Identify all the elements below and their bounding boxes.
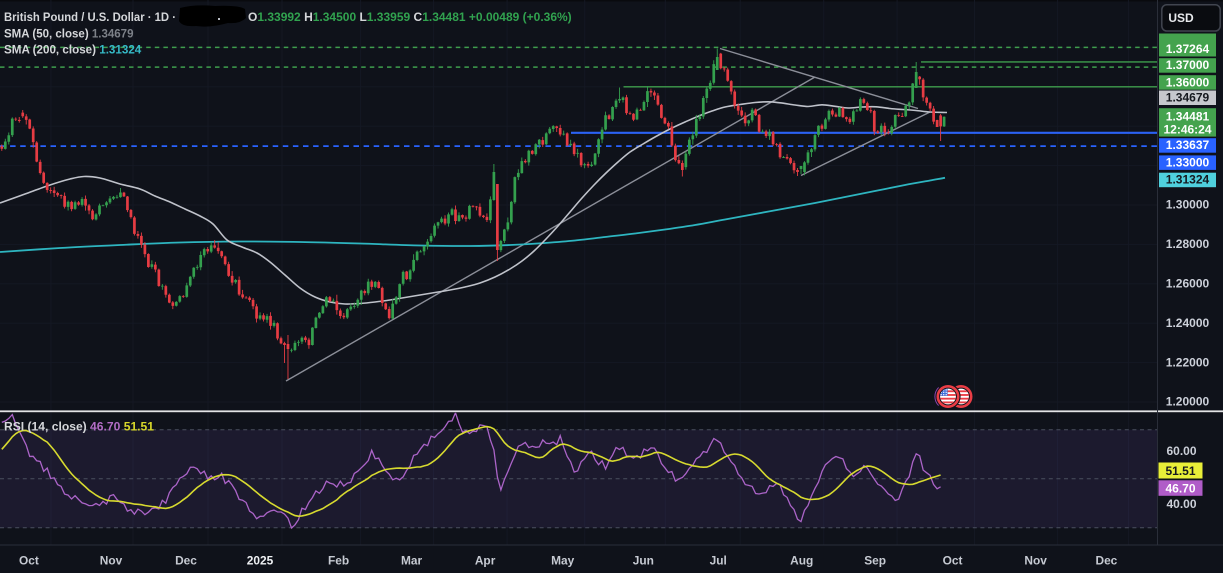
svg-text:USD: USD: [1168, 11, 1194, 25]
svg-text:Apr: Apr: [475, 554, 496, 568]
svg-text:Feb: Feb: [328, 554, 349, 568]
svg-text:1.30000: 1.30000: [1166, 198, 1210, 212]
svg-text:40.00: 40.00: [1166, 497, 1196, 511]
svg-text:1.22000: 1.22000: [1166, 355, 1210, 369]
svg-text:1.34679: 1.34679: [1166, 91, 1210, 105]
svg-text:1.20000: 1.20000: [1166, 395, 1210, 409]
svg-text:O1.33992 H1.34500 L1.33959: O1.33992 H1.34500 L1.33959 C1.34481 +0.0…: [248, 10, 572, 24]
svg-text:1.33000: 1.33000: [1166, 156, 1210, 170]
svg-text:60.00: 60.00: [1166, 444, 1196, 458]
svg-text:Jun: Jun: [633, 554, 654, 568]
svg-text:1.37000: 1.37000: [1166, 58, 1210, 72]
svg-text:Dec: Dec: [175, 554, 197, 568]
svg-text:Nov: Nov: [100, 554, 123, 568]
svg-text:1.33637: 1.33637: [1166, 138, 1210, 152]
svg-text:RSI (14, close) 46.70 51.51: RSI (14, close) 46.70 51.51: [4, 420, 154, 434]
svg-text:12:46:24: 12:46:24: [1163, 122, 1211, 136]
svg-text:1.36000: 1.36000: [1166, 75, 1210, 89]
svg-text:SMA (50, close) 1.34679: SMA (50, close) 1.34679: [4, 27, 134, 41]
svg-text:Aug: Aug: [790, 554, 813, 568]
svg-text:1.28000: 1.28000: [1166, 237, 1210, 251]
svg-text:Sep: Sep: [864, 554, 886, 568]
svg-text:1.37264: 1.37264: [1166, 42, 1210, 56]
svg-text:Jul: Jul: [710, 554, 727, 568]
svg-text:51.51: 51.51: [1165, 464, 1195, 478]
svg-text:Mar: Mar: [401, 554, 423, 568]
svg-text:Oct: Oct: [943, 554, 963, 568]
svg-text:SMA (200, close) 1.31324: SMA (200, close) 1.31324: [4, 43, 142, 57]
svg-text:2025: 2025: [247, 554, 274, 568]
svg-text:1.26000: 1.26000: [1166, 277, 1210, 291]
svg-text:46.70: 46.70: [1165, 482, 1195, 496]
svg-text:1.34481: 1.34481: [1166, 110, 1210, 124]
svg-text:Dec: Dec: [1095, 554, 1117, 568]
svg-text:Nov: Nov: [1024, 554, 1047, 568]
svg-text:1.24000: 1.24000: [1166, 316, 1210, 330]
svg-text:British Pound / U.S. Dollar ·: British Pound / U.S. Dollar · 1D ·: [4, 10, 176, 24]
svg-text:1.31324: 1.31324: [1166, 173, 1210, 187]
svg-text:May: May: [551, 554, 575, 568]
svg-text:Oct: Oct: [19, 554, 39, 568]
